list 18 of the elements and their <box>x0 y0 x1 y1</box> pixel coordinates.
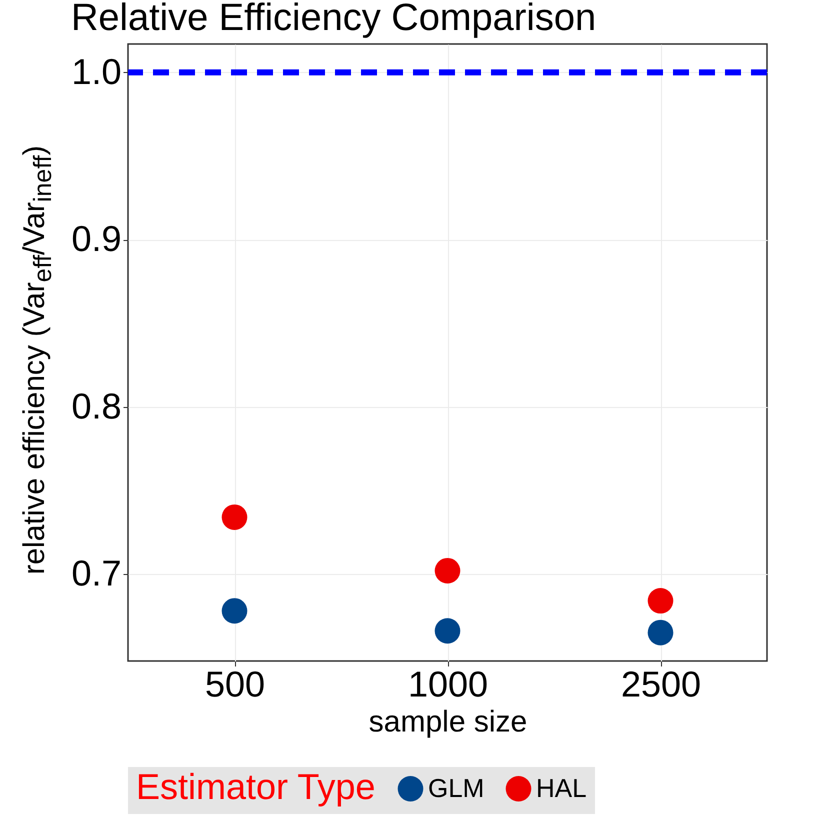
chart-title: Relative Efficiency Comparison <box>70 0 596 39</box>
point <box>434 558 460 584</box>
point <box>434 618 460 644</box>
legend-label: HAL <box>536 772 587 803</box>
y-tick-label: 1.0 <box>71 50 122 92</box>
y-tick-label: 0.8 <box>71 385 122 426</box>
legend-label: GLM <box>428 772 484 803</box>
y-tick-label: 0.9 <box>71 218 122 260</box>
y-tick-label: 0.7 <box>71 552 122 594</box>
point <box>648 620 674 646</box>
x-tick-label: 1000 <box>408 664 488 704</box>
x-tick-label: 2500 <box>620 664 702 704</box>
x-axis-title: sample size <box>368 706 528 738</box>
x-tick-label: 500 <box>204 664 266 704</box>
point <box>222 504 248 530</box>
point <box>648 588 674 614</box>
point <box>222 598 248 624</box>
legend-title: Estimator Type <box>136 766 376 807</box>
